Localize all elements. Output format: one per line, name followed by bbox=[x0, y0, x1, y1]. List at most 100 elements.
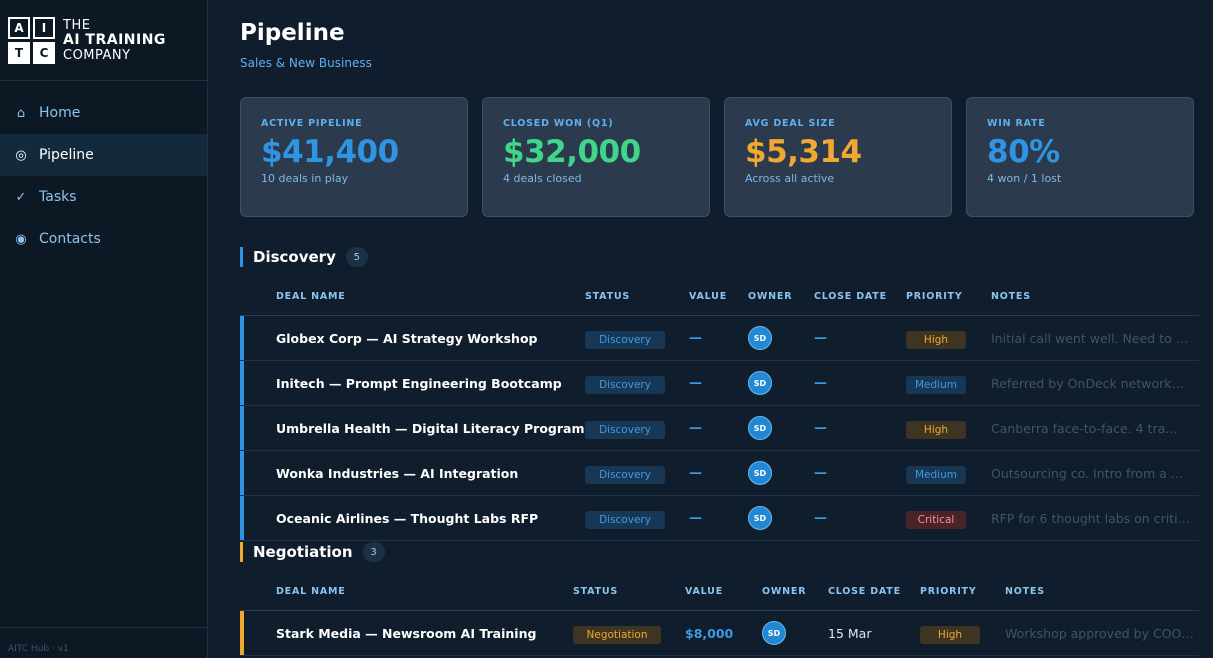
column-header-owner[interactable]: OWNER bbox=[748, 291, 793, 302]
owner-avatar[interactable]: SD bbox=[748, 506, 772, 531]
table-header: DEAL NAME STATUS VALUE OWNER CLOSE DATE … bbox=[240, 573, 1199, 611]
stat-subtext: 4 won / 1 lost bbox=[987, 172, 1062, 185]
deal-name[interactable]: Initech — Prompt Engineering Bootcamp bbox=[276, 375, 562, 391]
logo-mark: A I T C bbox=[8, 16, 55, 64]
sidebar: A I T C THE AI TRAINING COMPANY ⌂ Home ◎… bbox=[0, 0, 208, 658]
deal-name[interactable]: Globex Corp — AI Strategy Workshop bbox=[276, 330, 538, 346]
discovery-table: DEAL NAME STATUS VALUE OWNER CLOSE DATE … bbox=[240, 278, 1199, 541]
sidebar-item-label: Home bbox=[39, 105, 81, 121]
deal-name[interactable]: Oceanic Airlines — Thought Labs RFP bbox=[276, 510, 539, 526]
table-row[interactable]: Globex Corp — AI Strategy Workshop Disco… bbox=[240, 316, 1199, 361]
stat-label: CLOSED WON (Q1) bbox=[503, 118, 614, 129]
section-header-discovery[interactable]: Discovery 5 bbox=[240, 247, 368, 267]
status-badge[interactable]: Negotiation bbox=[573, 625, 661, 644]
close-date: 15 Mar bbox=[828, 625, 872, 641]
deal-name[interactable]: Umbrella Health — Digital Literacy Progr… bbox=[276, 420, 585, 436]
priority-badge[interactable]: Medium bbox=[906, 375, 966, 394]
owner-avatar[interactable]: SD bbox=[748, 416, 772, 441]
stat-value: $5,314 bbox=[745, 134, 862, 170]
column-header-notes[interactable]: NOTES bbox=[1005, 586, 1045, 597]
logo-letter: T bbox=[8, 41, 30, 64]
owner-avatar[interactable]: SD bbox=[748, 461, 772, 486]
priority-badge[interactable]: High bbox=[920, 625, 980, 644]
deal-value: — bbox=[689, 465, 702, 481]
brand-name: THE AI TRAINING COMPANY bbox=[63, 18, 166, 63]
column-header-deal[interactable]: DEAL NAME bbox=[276, 291, 346, 302]
status-badge[interactable]: Discovery bbox=[585, 330, 665, 349]
home-icon: ⌂ bbox=[16, 105, 26, 121]
stat-card-avg-deal-size: AVG DEAL SIZE $5,314 Across all active bbox=[724, 97, 952, 217]
owner-avatar[interactable]: SD bbox=[748, 326, 772, 351]
sidebar-item-contacts[interactable]: ◉ Contacts bbox=[0, 218, 207, 260]
deal-notes: Workshop approved by COO… bbox=[1005, 625, 1194, 641]
brand-line: THE bbox=[63, 17, 91, 33]
owner-avatar[interactable]: SD bbox=[748, 371, 772, 396]
row-accent bbox=[240, 611, 244, 655]
column-header-notes[interactable]: NOTES bbox=[991, 291, 1031, 302]
section-accent bbox=[240, 247, 243, 267]
priority-badge[interactable]: Medium bbox=[906, 465, 966, 484]
sidebar-item-label: Tasks bbox=[39, 189, 77, 205]
deal-notes: Canberra face-to-face. 4 tra… bbox=[991, 420, 1178, 436]
column-header-close-date[interactable]: CLOSE DATE bbox=[814, 291, 887, 302]
column-header-value[interactable]: VALUE bbox=[689, 291, 727, 302]
column-header-priority[interactable]: PRIORITY bbox=[906, 291, 963, 302]
column-header-status[interactable]: STATUS bbox=[585, 291, 631, 302]
status-badge[interactable]: Discovery bbox=[585, 510, 665, 529]
section-count-badge: 3 bbox=[362, 542, 385, 562]
main-content: Pipeline Sales & New Business ACTIVE PIP… bbox=[208, 0, 1213, 658]
deal-name[interactable]: Stark Media — Newsroom AI Training bbox=[276, 625, 537, 641]
deal-value: — bbox=[689, 420, 702, 436]
sidebar-item-tasks[interactable]: ✓ Tasks bbox=[0, 176, 207, 218]
stat-card-win-rate: WIN RATE 80% 4 won / 1 lost bbox=[966, 97, 1194, 217]
stat-value: $32,000 bbox=[503, 134, 641, 170]
brand-line: COMPANY bbox=[63, 47, 131, 63]
close-date: — bbox=[814, 375, 827, 391]
stat-subtext: 4 deals closed bbox=[503, 172, 582, 185]
deal-notes: Outsourcing co. Intro from a … bbox=[991, 465, 1184, 481]
sidebar-item-label: Contacts bbox=[39, 231, 101, 247]
row-accent bbox=[240, 451, 244, 495]
priority-badge[interactable]: High bbox=[906, 330, 966, 349]
stat-value: $41,400 bbox=[261, 134, 399, 170]
page-title: Pipeline bbox=[240, 20, 345, 46]
section-count-badge: 5 bbox=[345, 247, 368, 267]
sidebar-item-label: Pipeline bbox=[39, 147, 94, 163]
pipeline-icon: ◎ bbox=[15, 147, 27, 163]
check-icon: ✓ bbox=[15, 189, 27, 205]
column-header-status[interactable]: STATUS bbox=[573, 586, 619, 597]
deal-name[interactable]: Wonka Industries — AI Integration bbox=[276, 465, 519, 481]
deal-value: — bbox=[689, 330, 702, 346]
table-row[interactable]: Oceanic Airlines — Thought Labs RFP Disc… bbox=[240, 496, 1199, 541]
logo-letter: C bbox=[33, 41, 55, 64]
table-row[interactable]: Wonka Industries — AI Integration Discov… bbox=[240, 451, 1199, 496]
logo-letter: I bbox=[33, 16, 55, 39]
row-accent bbox=[240, 406, 244, 450]
column-header-deal[interactable]: DEAL NAME bbox=[276, 586, 346, 597]
row-accent bbox=[240, 496, 244, 540]
table-row[interactable]: Umbrella Health — Digital Literacy Progr… bbox=[240, 406, 1199, 451]
deal-value: — bbox=[689, 510, 702, 526]
status-badge[interactable]: Discovery bbox=[585, 420, 665, 439]
column-header-close-date[interactable]: CLOSE DATE bbox=[828, 586, 901, 597]
column-header-priority[interactable]: PRIORITY bbox=[920, 586, 977, 597]
section-header-negotiation[interactable]: Negotiation 3 bbox=[240, 542, 385, 562]
version-label: AITC Hub · v1 bbox=[8, 644, 69, 654]
stat-card-closed-won: CLOSED WON (Q1) $32,000 4 deals closed bbox=[482, 97, 710, 217]
row-accent bbox=[240, 316, 244, 360]
table-row[interactable]: Initech — Prompt Engineering Bootcamp Di… bbox=[240, 361, 1199, 406]
stat-subtext: 10 deals in play bbox=[261, 172, 349, 185]
column-header-owner[interactable]: OWNER bbox=[762, 586, 807, 597]
deal-value: — bbox=[689, 375, 702, 391]
status-badge[interactable]: Discovery bbox=[585, 465, 665, 484]
sidebar-item-home[interactable]: ⌂ Home bbox=[0, 92, 207, 134]
column-header-value[interactable]: VALUE bbox=[685, 586, 723, 597]
table-row[interactable]: Stark Media — Newsroom AI Training Negot… bbox=[240, 611, 1199, 656]
close-date: — bbox=[814, 420, 827, 436]
sidebar-item-pipeline[interactable]: ◎ Pipeline bbox=[0, 134, 207, 176]
brand-logo[interactable]: A I T C THE AI TRAINING COMPANY bbox=[0, 0, 207, 81]
status-badge[interactable]: Discovery bbox=[585, 375, 665, 394]
priority-badge[interactable]: Critical bbox=[906, 510, 966, 529]
priority-badge[interactable]: High bbox=[906, 420, 966, 439]
owner-avatar[interactable]: SD bbox=[762, 621, 786, 646]
